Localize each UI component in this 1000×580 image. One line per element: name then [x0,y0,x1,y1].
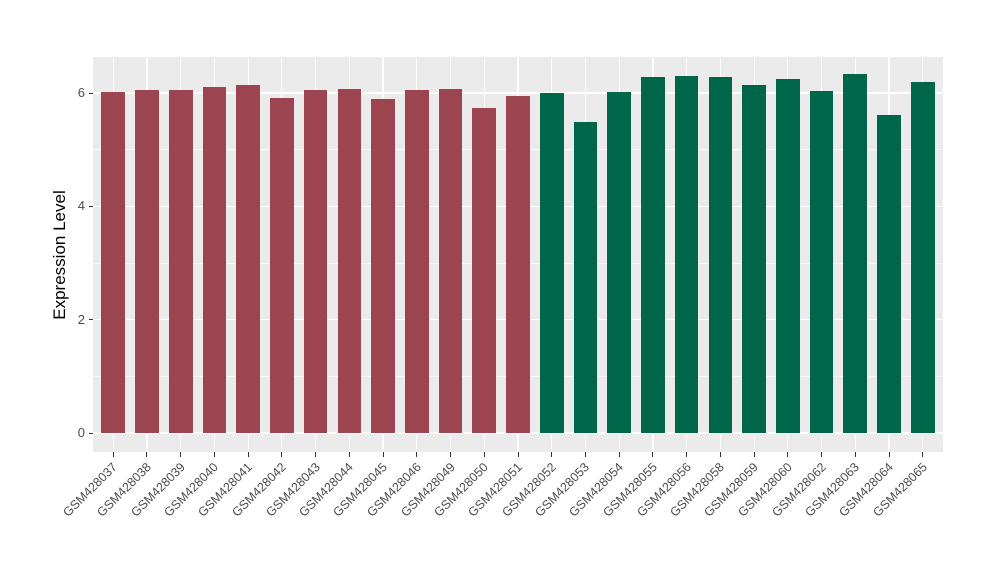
y-tick-label: 2 [77,311,85,327]
x-tick [281,452,283,457]
x-tick [483,452,485,457]
x-tick [551,452,553,457]
bar-GSM428065 [910,81,935,433]
bar-GSM428040 [202,86,227,433]
x-tick [247,452,249,457]
x-tick [854,452,856,457]
y-tick [89,92,93,94]
y-tick [89,319,93,321]
x-tick [719,452,721,457]
bar-GSM428058 [708,77,733,433]
y-tick [89,432,93,434]
bar-GSM428046 [405,89,429,433]
x-tick [618,452,620,457]
bar-GSM428053 [573,121,598,433]
bar-GSM428039 [168,89,193,433]
y-tick-label: 0 [77,425,85,440]
bar-GSM428043 [303,90,328,433]
x-tick [686,452,688,457]
bar-GSM428059 [742,84,766,433]
bar-GSM428045 [371,99,395,433]
x-tick [821,452,823,457]
bar-GSM428056 [674,76,699,433]
x-tick [112,452,114,457]
bar-GSM428037 [101,92,126,433]
x-tick [382,452,384,457]
x-tick [652,452,654,457]
x-tick [180,452,182,457]
chart-panel [93,57,943,452]
bar-GSM428052 [539,93,564,433]
bar-GSM428063 [843,74,868,433]
bar-GSM428054 [607,92,631,433]
y-tick-label: 6 [77,85,85,100]
x-tick [213,452,215,457]
bar-GSM428060 [776,78,800,433]
x-tick [450,452,452,457]
bar-GSM428041 [236,84,260,433]
bar-GSM428064 [877,115,901,433]
x-tick [753,452,755,457]
x-tick [348,452,350,457]
x-tick [315,452,317,457]
bar-GSM428049 [438,89,463,433]
x-tick [787,452,789,457]
y-tick [89,205,93,207]
bar-GSM428050 [472,108,497,433]
y-tick-label: 4 [77,198,85,214]
bar-GSM428062 [809,90,834,433]
x-tick [888,452,890,457]
bar-GSM428055 [641,76,665,433]
x-tick [584,452,586,457]
x-tick [517,452,519,457]
x-tick [146,452,148,457]
bar-GSM428044 [337,89,362,433]
bar-GSM428051 [506,95,530,433]
bar-GSM428042 [270,97,294,433]
x-tick [416,452,418,457]
bar-GSM428038 [135,90,159,433]
x-tick [922,452,924,457]
